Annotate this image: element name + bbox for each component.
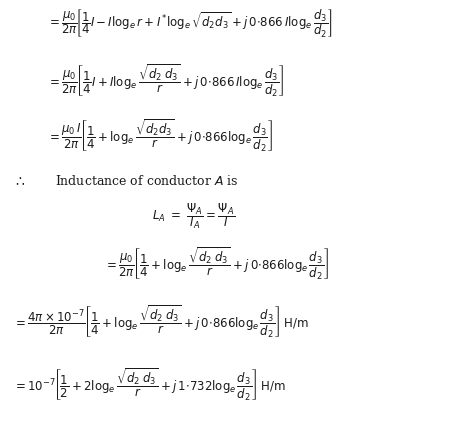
Text: $= \dfrac{\mu_0\,I}{2\pi}\!\left[\dfrac{1}{4} + \log_e \dfrac{\sqrt{d_2 d_3}}{r}: $= \dfrac{\mu_0\,I}{2\pi}\!\left[\dfrac{…: [47, 117, 273, 154]
Text: Inductance of conductor $A$ is: Inductance of conductor $A$ is: [55, 174, 238, 188]
Text: $= \dfrac{\mu_0}{2\pi}\!\left[\dfrac{1}{4} + \log_e \dfrac{\sqrt{d_2\;d_3}}{r} +: $= \dfrac{\mu_0}{2\pi}\!\left[\dfrac{1}{…: [104, 245, 329, 282]
Text: $= \dfrac{\mu_0}{2\pi}\!\left[\dfrac{1}{4}I + I\log_e \dfrac{\sqrt{d_2\;d_3}}{r}: $= \dfrac{\mu_0}{2\pi}\!\left[\dfrac{1}{…: [47, 62, 285, 99]
Text: $= \dfrac{\mu_0}{2\pi}\!\left[\dfrac{1}{4}I - I\log_e r + I^*\!\log_e \sqrt{d_2 : $= \dfrac{\mu_0}{2\pi}\!\left[\dfrac{1}{…: [47, 7, 333, 39]
Text: $= 10^{-7}\!\left[\dfrac{1}{2} + 2\log_e \dfrac{\sqrt{d_2\;d_3}}{r} + j\,1{\cdot: $= 10^{-7}\!\left[\dfrac{1}{2} + 2\log_e…: [13, 367, 286, 403]
Text: $\therefore$: $\therefore$: [13, 174, 26, 188]
Text: $L_A \ = \ \dfrac{\Psi_A}{I_A} = \dfrac{\Psi_A}{I}$: $L_A \ = \ \dfrac{\Psi_A}{I_A} = \dfrac{…: [152, 201, 235, 231]
Text: $= \dfrac{4\pi \times 10^{-7}}{2\pi}\!\left[\dfrac{1}{4} + \log_e \dfrac{\sqrt{d: $= \dfrac{4\pi \times 10^{-7}}{2\pi}\!\l…: [13, 303, 309, 340]
